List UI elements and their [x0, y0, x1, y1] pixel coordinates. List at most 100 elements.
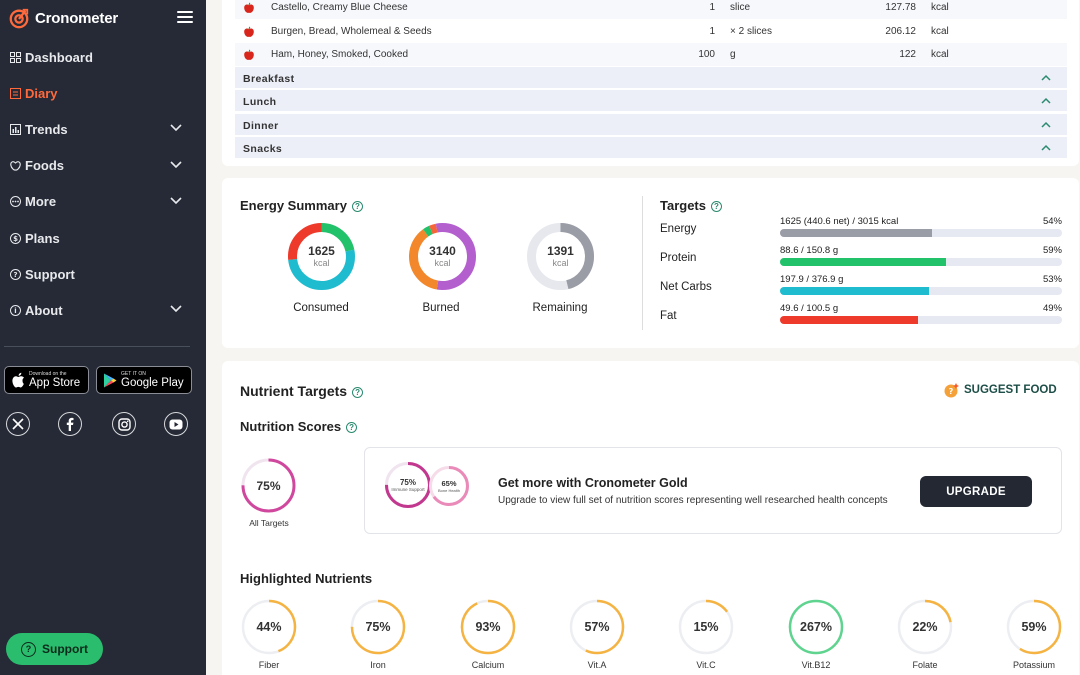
help-circle-icon: ?	[21, 641, 36, 657]
sidebar-item-support[interactable]: ? Support	[0, 256, 206, 292]
target-name: Protein	[660, 252, 697, 264]
upgrade-button[interactable]: UPGRADE	[920, 476, 1032, 507]
sidebar-item-about[interactable]: i About	[0, 292, 206, 328]
sidebar-item-label: Trends	[25, 121, 68, 137]
support-icon: ?	[9, 268, 21, 280]
chevron-down-icon[interactable]	[170, 124, 182, 132]
nutrient-score-ring[interactable]: 57%	[568, 598, 626, 656]
support-chat-button[interactable]: ? Support	[6, 633, 103, 665]
instagram-icon[interactable]	[112, 412, 136, 436]
youtube-icon[interactable]	[164, 412, 188, 436]
help-icon[interactable]: ?	[352, 387, 364, 398]
target-value: 1625 (440.6 net) / 3015 kcal	[780, 216, 899, 227]
food-amount[interactable]: 1	[709, 26, 715, 37]
chevron-up-icon[interactable]	[1041, 121, 1051, 128]
sidebar-item-label: Diary	[25, 85, 58, 101]
nutrient-score-ring[interactable]: 59%	[1005, 598, 1063, 656]
food-calories: 122	[899, 49, 916, 60]
energy-summary-title-text: Energy Summary	[240, 198, 347, 213]
x-twitter-icon[interactable]	[6, 412, 30, 436]
google-play-badge[interactable]: GET IT ON Google Play	[96, 366, 192, 394]
chevron-down-icon[interactable]	[170, 160, 182, 169]
help-icon[interactable]: ?	[351, 201, 363, 212]
food-unit[interactable]: slice	[730, 2, 751, 13]
nutrition-scores-title-text: Nutrition Scores	[240, 419, 342, 434]
nutrient-targets-title: Nutrient Targets?	[240, 383, 364, 399]
food-row[interactable]: Ham, Honey, Smoked, Cooked 100 g 122 kcal	[235, 43, 1067, 66]
diary-icon	[9, 87, 21, 99]
nutrient-percent: 22%	[912, 620, 938, 634]
food-unit[interactable]: g	[730, 49, 736, 60]
sidebar-item-dashboard[interactable]: Dashboard	[0, 39, 206, 75]
consumed-unit: kcal	[313, 258, 330, 268]
food-unit[interactable]: × 2 slices	[730, 26, 772, 37]
meal-section-header[interactable]: Dinner	[235, 114, 1067, 136]
suggest-food-icon: ?	[944, 383, 959, 398]
trends-icon	[9, 123, 21, 135]
sidebar-item-label: Plans	[25, 230, 60, 246]
nutrient-name: Potassium	[1012, 660, 1056, 670]
consumed-donut: 1625 kcal	[286, 221, 357, 292]
immune-support-value: 75%	[399, 478, 416, 487]
sidebar-item-label: More	[25, 194, 57, 210]
meal-section-header[interactable]: Lunch	[235, 90, 1067, 112]
food-row[interactable]: Burgen, Bread, Wholemeal & Seeds 1 × 2 sli…	[235, 20, 1067, 43]
sidebar-item-plans[interactable]: $ Plans	[0, 220, 206, 256]
target-progress-bar	[780, 316, 1062, 324]
food-calories: 206.12	[885, 26, 916, 37]
meal-name: Snacks	[243, 143, 283, 155]
sidebar-item-foods[interactable]: Foods	[0, 148, 206, 184]
food-amount[interactable]: 100	[698, 49, 715, 60]
apple-icon	[12, 372, 24, 388]
nutrient-score-ring[interactable]: 75%	[349, 598, 407, 656]
chevron-up-icon[interactable]	[1041, 144, 1051, 151]
app-store-badge[interactable]: Download on the App Store	[4, 366, 89, 394]
sidebar-item-label: Dashboard	[25, 49, 93, 65]
sidebar: Cronometer Dashboard Diary Trends Foods …	[0, 0, 206, 675]
food-calorie-unit: kcal	[931, 2, 949, 13]
sidebar-item-trends[interactable]: Trends	[0, 111, 206, 147]
bone-health-score: 65% Bone Health	[428, 465, 470, 507]
immune-support-label: Immune Support	[391, 487, 425, 492]
all-targets-score[interactable]: 75%	[240, 457, 297, 514]
nutrient-score-ring[interactable]: 93%	[459, 598, 517, 656]
info-icon: i	[9, 304, 21, 316]
target-progress-fill	[780, 229, 933, 237]
target-percent: 53%	[1042, 274, 1062, 285]
nutrient-score-ring[interactable]: 22%	[896, 598, 954, 656]
target-progress-fill	[780, 287, 930, 295]
remaining-value: 1391	[547, 244, 574, 258]
nutrient-score-ring[interactable]: 44%	[240, 598, 298, 656]
chevron-down-icon[interactable]	[170, 197, 182, 205]
facebook-icon[interactable]	[58, 412, 82, 436]
nutrient-name: Folate	[912, 660, 938, 670]
chevron-up-icon[interactable]	[1041, 74, 1051, 81]
meal-section-header[interactable]: Snacks	[235, 137, 1067, 159]
suggest-food-label: SUGGEST FOOD	[964, 384, 1057, 396]
sidebar-item-diary[interactable]: Diary	[0, 75, 206, 111]
help-icon[interactable]: ?	[711, 201, 722, 212]
chevron-up-icon[interactable]	[1041, 97, 1051, 104]
food-row[interactable]: Castello, Creamy Blue Cheese 1 slice 127.78…	[235, 0, 1067, 19]
nutrient-score-ring[interactable]: 267%	[787, 598, 845, 656]
google-play-sub: GET IT ON	[121, 370, 146, 377]
nutrient-percent: 267%	[800, 620, 832, 634]
target-percent: 49%	[1042, 303, 1062, 314]
chevron-down-icon[interactable]	[170, 305, 182, 313]
google-play-main: Google Play	[121, 376, 184, 389]
meal-section-header[interactable]: Breakfast	[235, 67, 1067, 89]
target-name: Energy	[660, 223, 697, 235]
consumed-label: Consumed	[293, 302, 349, 314]
foods-icon	[9, 160, 21, 172]
food-amount[interactable]: 1	[709, 2, 715, 13]
brand[interactable]: Cronometer	[8, 6, 118, 30]
targets-title-text: Targets	[660, 198, 706, 213]
target-progress-fill	[780, 258, 947, 266]
suggest-food-button[interactable]: ? SUGGEST FOOD	[944, 382, 1057, 398]
sidebar-item-more[interactable]: More	[0, 184, 206, 220]
immune-support-score: 75% Immune Support	[384, 461, 432, 509]
hamburger-menu-icon[interactable]	[177, 11, 193, 23]
app-store-main: App Store	[29, 376, 81, 389]
help-icon[interactable]: ?	[346, 422, 358, 433]
nutrient-score-ring[interactable]: 15%	[677, 598, 735, 656]
